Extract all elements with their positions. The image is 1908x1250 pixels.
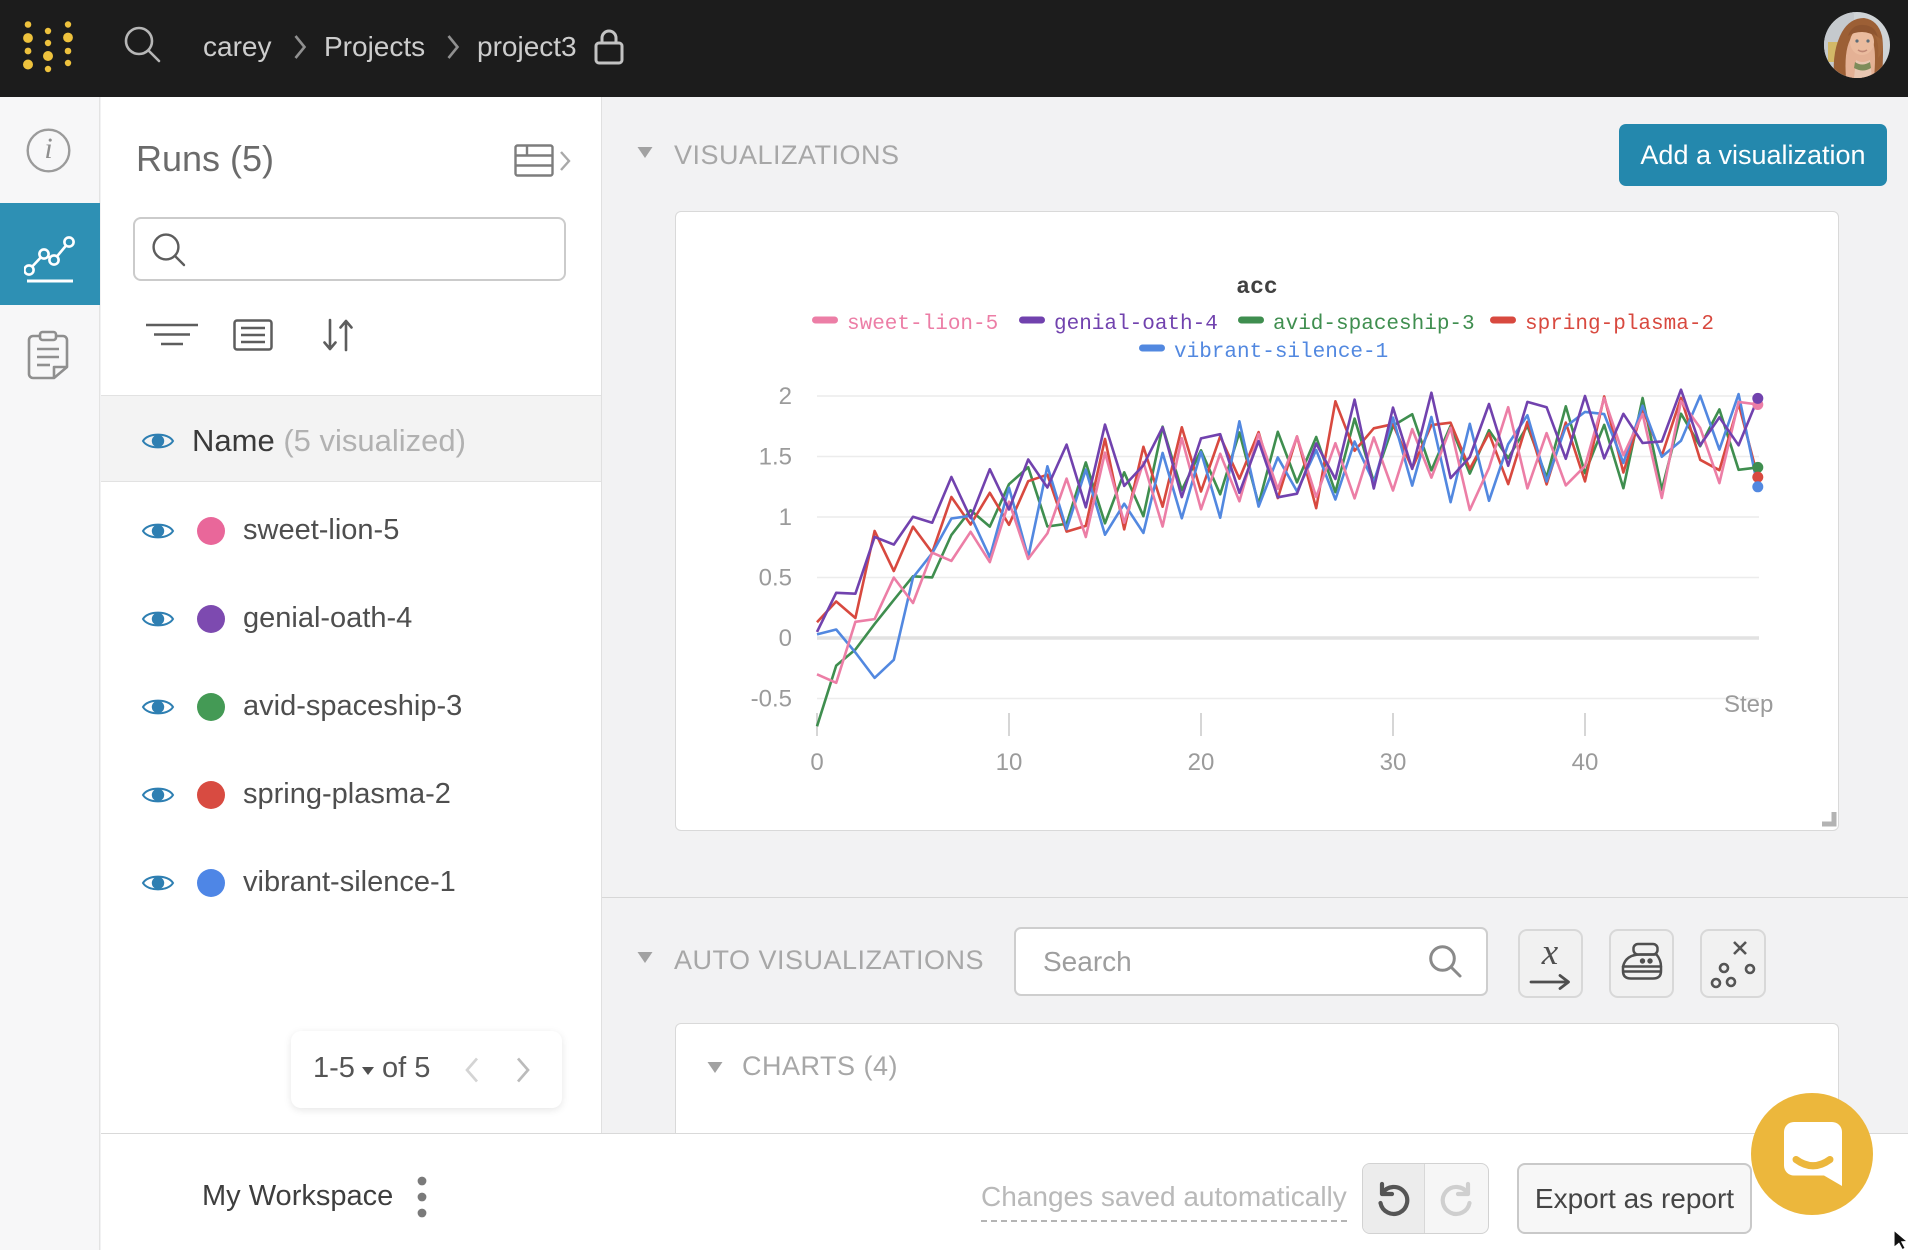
svg-text:Step: Step bbox=[1724, 691, 1773, 718]
svg-text:30: 30 bbox=[1380, 749, 1407, 776]
svg-text:spring-plasma-2: spring-plasma-2 bbox=[1525, 313, 1714, 336]
svg-text:40: 40 bbox=[1572, 749, 1599, 776]
svg-text:avid-spaceship-3: avid-spaceship-3 bbox=[1273, 313, 1475, 336]
svg-text:0: 0 bbox=[810, 749, 823, 776]
svg-text:20: 20 bbox=[1188, 749, 1215, 776]
svg-text:acc: acc bbox=[1236, 274, 1277, 300]
svg-text:1.5: 1.5 bbox=[759, 444, 792, 471]
svg-text:genial-oath-4: genial-oath-4 bbox=[1054, 313, 1218, 336]
svg-text:2: 2 bbox=[779, 383, 792, 410]
svg-text:0: 0 bbox=[779, 625, 792, 652]
svg-text:1: 1 bbox=[779, 504, 792, 531]
svg-text:0.5: 0.5 bbox=[759, 565, 792, 592]
svg-text:-0.5: -0.5 bbox=[751, 686, 792, 713]
svg-text:vibrant-silence-1: vibrant-silence-1 bbox=[1174, 341, 1388, 364]
svg-text:10: 10 bbox=[996, 749, 1023, 776]
svg-text:sweet-lion-5: sweet-lion-5 bbox=[847, 313, 998, 336]
